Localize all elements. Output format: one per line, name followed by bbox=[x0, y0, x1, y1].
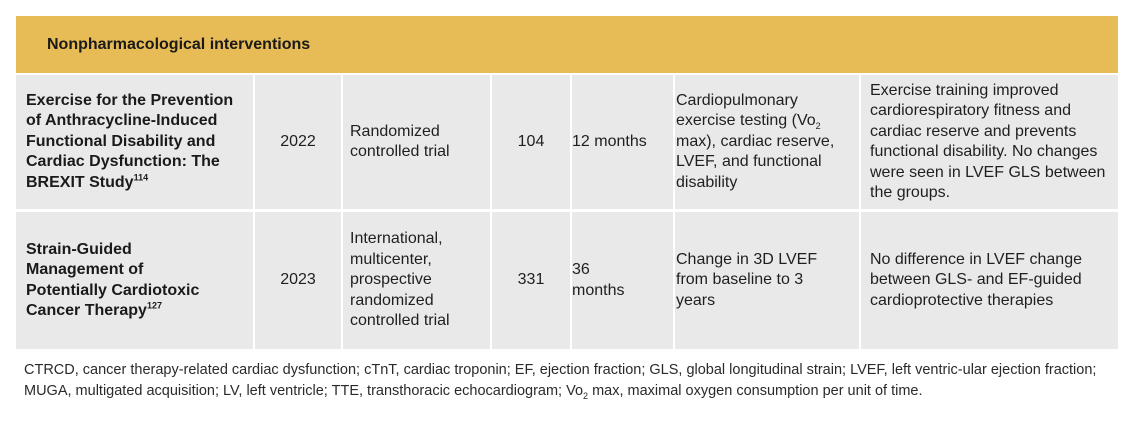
section-title: Nonpharmacological interventions bbox=[47, 35, 311, 53]
reference-number: 127 bbox=[146, 300, 162, 311]
endpoint: Change in 3D LVEF from baseline to 3 yea… bbox=[676, 250, 818, 309]
sample-size-cell: 331 bbox=[492, 212, 570, 349]
year-cell: 2023 bbox=[255, 212, 341, 349]
year-cell: 2022 bbox=[255, 75, 341, 209]
design-cell: International, multicenter, prospective … bbox=[343, 212, 490, 349]
reference-number: 114 bbox=[133, 172, 149, 183]
study-title: Strain-Guided Management of Potentially … bbox=[26, 240, 200, 320]
footnote-text-cont: max, maximal oxygen consumption per unit… bbox=[588, 383, 923, 399]
table-row: Strain-Guided Management of Potentially … bbox=[16, 212, 1118, 349]
table-footnote: CTRCD, cancer therapy-related cardiac dy… bbox=[24, 360, 1114, 402]
year: 2023 bbox=[280, 271, 316, 289]
endpoint-cell: Change in 3D LVEF from baseline to 3 yea… bbox=[675, 212, 859, 349]
sample-size-cell: 104 bbox=[492, 75, 570, 209]
study-title: Exercise for the Prevention of Anthracyc… bbox=[26, 91, 234, 191]
result: No difference in LVEF change between GLS… bbox=[870, 250, 1082, 309]
year: 2022 bbox=[280, 132, 316, 150]
design-cell: Randomized controlled trial bbox=[343, 75, 490, 209]
followup-cell: 12 months bbox=[572, 75, 673, 209]
result-cell: Exercise training improved cardiorespira… bbox=[861, 75, 1118, 209]
section-header: Nonpharmacological interventions bbox=[16, 16, 1118, 73]
result: Exercise training improved cardiorespira… bbox=[870, 81, 1106, 202]
endpoint-text-cont: max), cardiac reserve, LVEF, and functio… bbox=[676, 132, 835, 191]
sample-size: 331 bbox=[517, 271, 545, 289]
followup: 12 months bbox=[572, 132, 647, 150]
followup-cell: 36 months bbox=[572, 212, 673, 349]
study-design: International, multicenter, prospective … bbox=[350, 230, 450, 330]
endpoint-cell: Cardiopulmonary exercise testing (Vo2 ma… bbox=[675, 75, 859, 209]
study-title-cell: Exercise for the Prevention of Anthracyc… bbox=[16, 75, 253, 209]
study-design: Randomized controlled trial bbox=[350, 122, 450, 161]
sample-size: 104 bbox=[517, 132, 545, 150]
followup: 36 months bbox=[572, 261, 625, 299]
subscript: 2 bbox=[583, 390, 589, 401]
subscript: 2 bbox=[815, 121, 821, 132]
result-cell: No difference in LVEF change between GLS… bbox=[861, 212, 1118, 349]
table-row: Exercise for the Prevention of Anthracyc… bbox=[16, 75, 1118, 209]
study-title-cell: Strain-Guided Management of Potentially … bbox=[16, 212, 253, 349]
endpoint-text: Cardiopulmonary exercise testing (Vo bbox=[676, 91, 816, 130]
footnote-text: CTRCD, cancer therapy-related cardiac dy… bbox=[24, 362, 1097, 399]
